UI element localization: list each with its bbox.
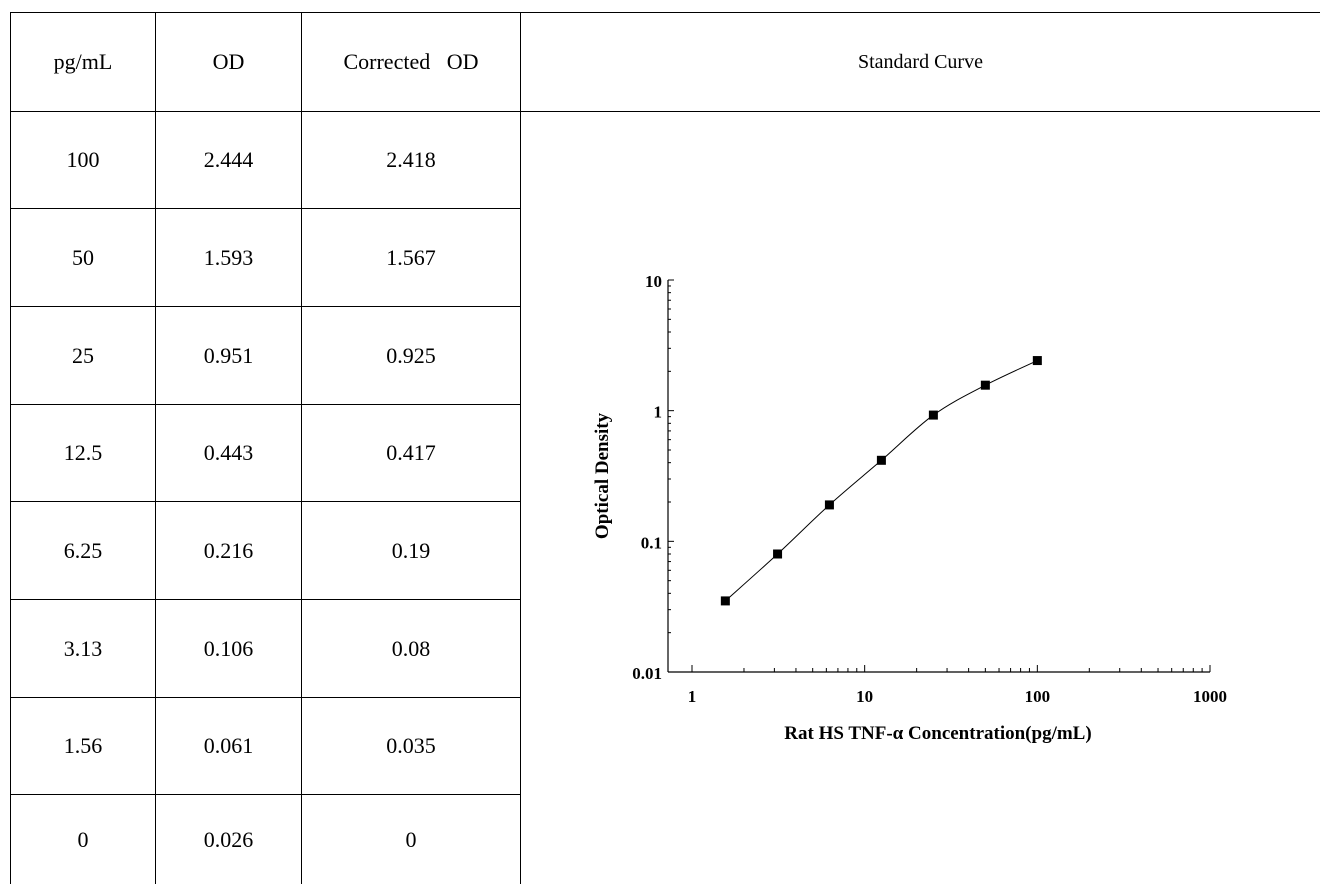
x-axis-label: Rat HS TNF-α Concentration(pg/mL) xyxy=(784,723,1091,744)
table-column-line xyxy=(10,12,11,884)
table-row-line xyxy=(10,306,520,307)
cell-concentration: 100 xyxy=(66,147,100,172)
series-line xyxy=(725,360,1038,602)
series-points xyxy=(720,356,1042,606)
cell-corrected-od: 0.035 xyxy=(386,733,436,758)
table-border-top xyxy=(10,12,1320,13)
cell-concentration: 25 xyxy=(72,342,94,368)
y-tick-label: 10 xyxy=(645,272,662,291)
table-column-line xyxy=(155,12,156,884)
table-border-header xyxy=(10,111,1320,112)
data-point xyxy=(980,380,990,390)
cell-concentration: 0 xyxy=(77,826,89,852)
cell-concentration: 50 xyxy=(72,244,94,270)
data-point xyxy=(1032,356,1042,366)
header-od: OD xyxy=(212,49,245,74)
y-axis-label: Optical Density xyxy=(592,412,613,539)
table-row-line xyxy=(10,404,520,405)
data-point xyxy=(720,596,730,606)
cell-od: 1.593 xyxy=(203,244,254,270)
data-point xyxy=(928,410,938,420)
y-tick-label: 0.01 xyxy=(632,664,662,683)
x-tick-label: 100 xyxy=(1025,687,1051,706)
cell-corrected-od: 1.567 xyxy=(386,244,436,270)
x-tick-label: 1 xyxy=(688,687,697,706)
cell-corrected-od: 0 xyxy=(405,826,417,852)
table-column-line xyxy=(301,12,302,884)
cell-concentration: 3.13 xyxy=(63,635,103,661)
data-point xyxy=(773,549,783,559)
cell-concentration: 6.25 xyxy=(63,537,103,563)
x-tick-label: 10 xyxy=(856,687,873,706)
y-axis-ticks: 0.01 0.1 1 10 xyxy=(632,272,674,683)
x-axis-ticks: 1 10 100 1000 xyxy=(688,665,1227,706)
cell-corrected-od: 0.08 xyxy=(391,635,431,661)
cell-od: 0.061 xyxy=(203,733,254,758)
data-point xyxy=(876,455,886,465)
table-row-line xyxy=(10,794,520,795)
cell-od: 0.443 xyxy=(203,440,254,465)
y-tick-label: 1 xyxy=(654,403,663,422)
cell-corrected-od: 0.417 xyxy=(386,440,436,465)
chart-title: Standard Curve xyxy=(858,50,983,73)
cell-od: 2.444 xyxy=(203,147,254,172)
cell-od: 0.026 xyxy=(203,826,254,852)
header-corrected-od: Corrected OD xyxy=(343,49,479,74)
cell-corrected-od: 0.19 xyxy=(391,537,431,563)
header-concentration: pg/mL xyxy=(53,49,113,74)
table-row-line xyxy=(10,501,520,502)
cell-concentration: 1.56 xyxy=(63,733,103,758)
data-point xyxy=(824,500,834,510)
table-row-line xyxy=(10,697,520,698)
table-row-line xyxy=(10,208,520,209)
table-column-line xyxy=(520,12,521,884)
y-tick-label: 0.1 xyxy=(641,533,662,552)
cell-corrected-od: 0.925 xyxy=(386,342,436,368)
cell-od: 0.951 xyxy=(203,342,254,368)
x-tick-label: 1000 xyxy=(1193,687,1227,706)
cell-concentration: 12.5 xyxy=(63,440,103,465)
cell-od: 0.106 xyxy=(203,635,254,661)
cell-corrected-od: 2.418 xyxy=(386,147,436,172)
cell-od: 0.216 xyxy=(203,537,254,563)
table-row-line xyxy=(10,599,520,600)
